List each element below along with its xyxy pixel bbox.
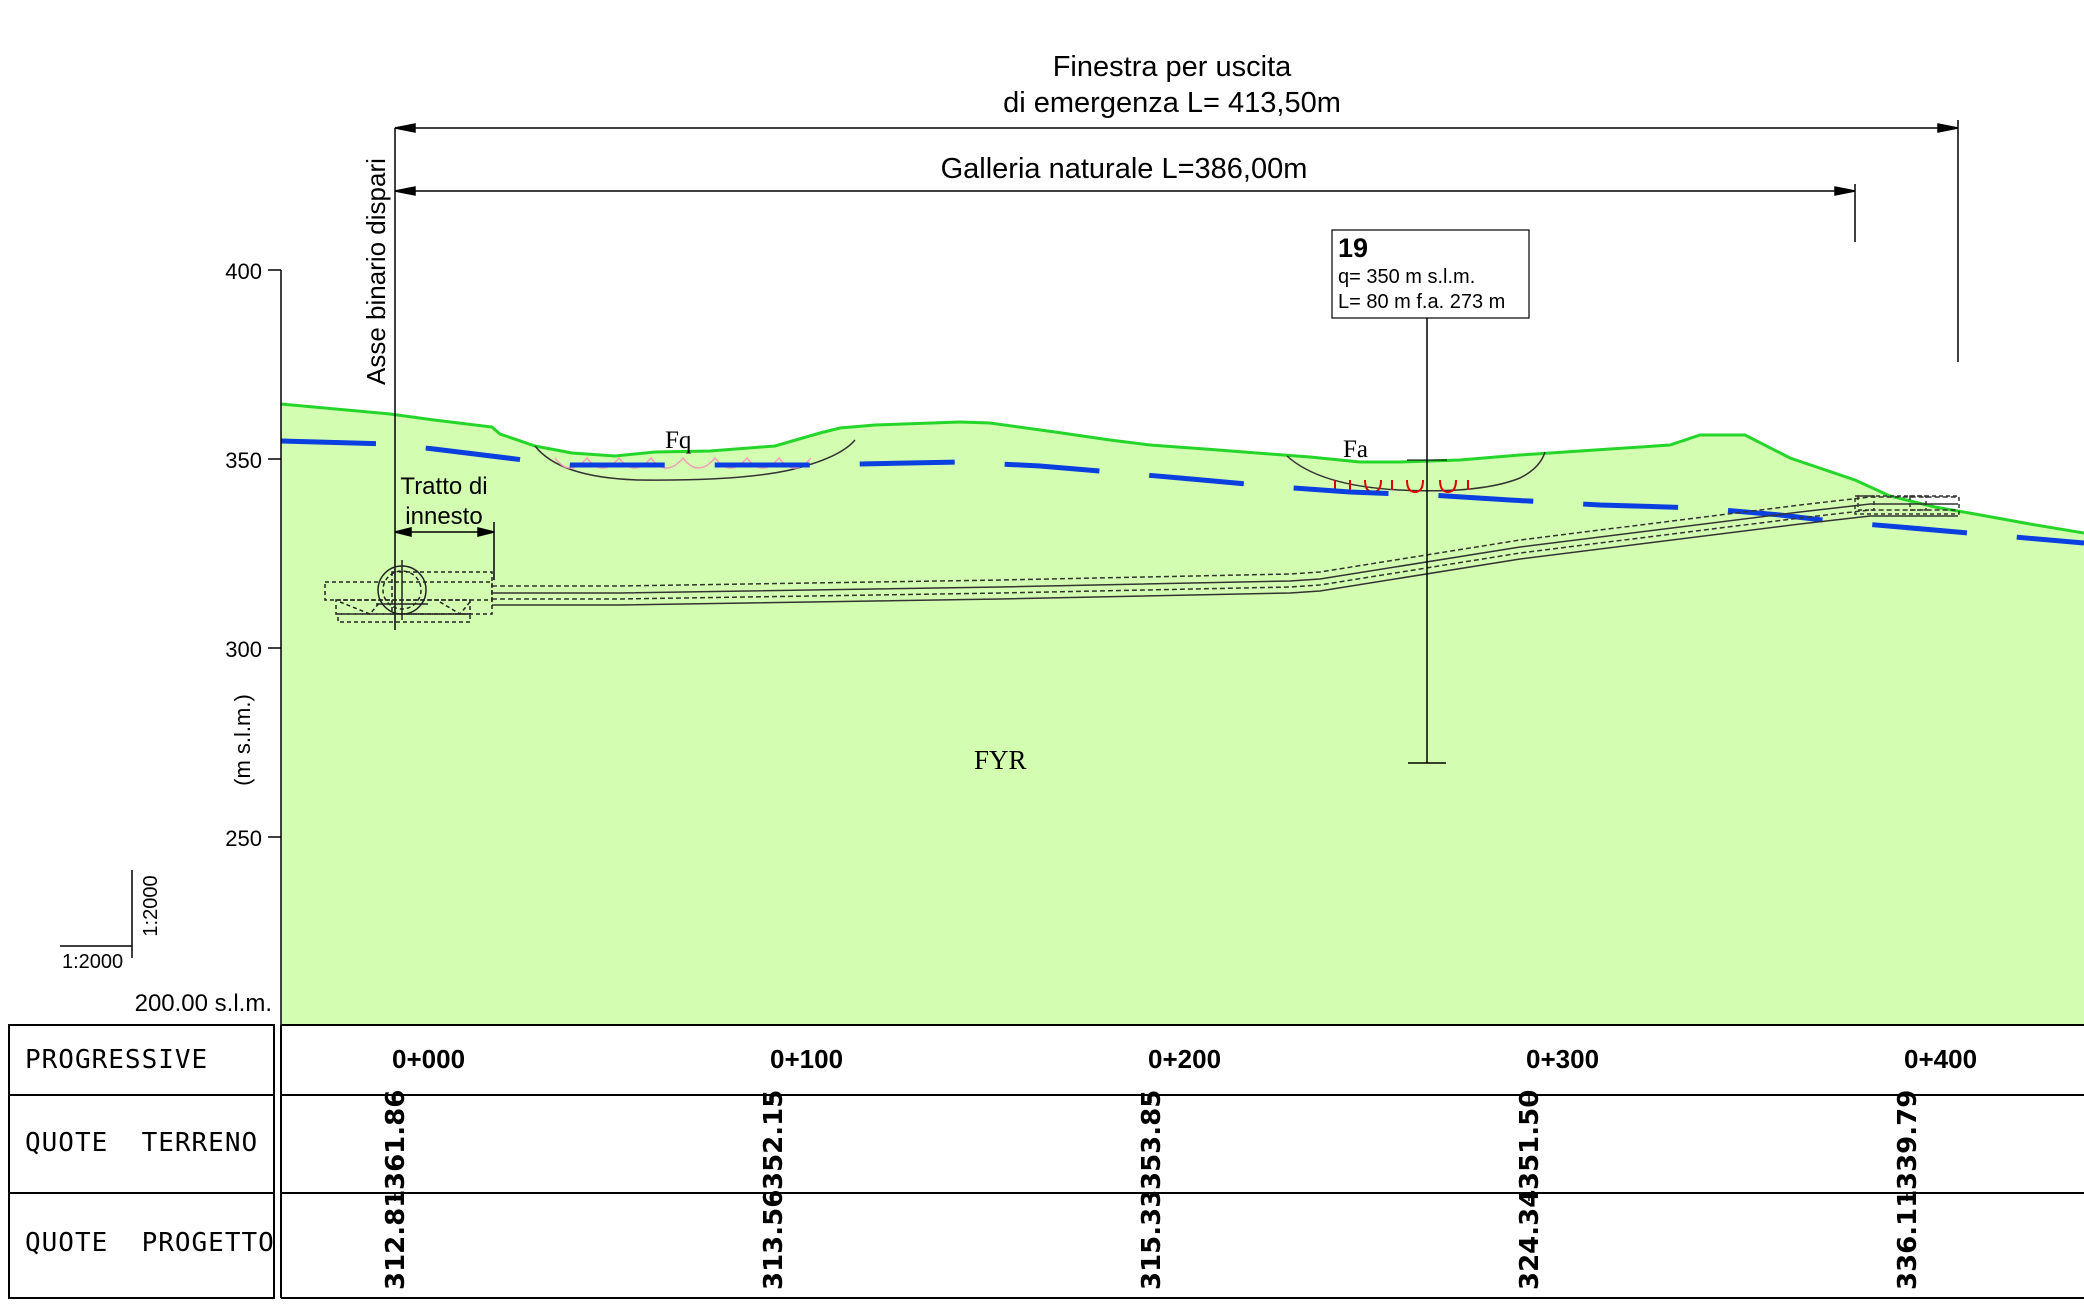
track-axis-label: Asse binario dispari [361,158,391,385]
progressive-1: 0+100 [770,1044,843,1074]
quota-terreno-0: 361.86 [381,1090,411,1190]
quota-terreno-1: 352.15 [759,1090,789,1190]
quota-progetto-2: 315.33 [1137,1190,1167,1290]
vertical-scale: 1:2000 [140,875,162,936]
ground-fill [281,404,2084,1025]
connection-label-2: innesto [405,503,482,530]
ground-line [280,402,2084,535]
progressive-4: 0+400 [1904,1044,1977,1074]
emergency-exit-label-2: di emergenza L= 413,50m [1003,87,1341,119]
progressive-3: 0+300 [1526,1044,1599,1074]
station-ticks [394,1095,1908,1201]
emergency-gallery [492,496,1958,606]
scale-indicator [60,870,133,958]
borehole-quota: q= 350 m s.l.m. [1338,266,1475,288]
tick-350: 350 [225,448,262,473]
datum-label: 200.00 s.l.m. [135,990,272,1017]
tunnel-portal-circle [376,560,428,620]
elevation-axis [268,269,282,1025]
quota-terreno-2: 353.85 [1137,1090,1167,1190]
geology-fq-label: Fq [665,427,692,454]
borehole-info-box [1331,229,1530,319]
exit-portal-section [1854,495,1960,515]
connection-label-1: Tratto di [400,473,487,500]
geology-fa-label: Fa [1343,436,1368,463]
natural-tunnel-dimension [394,184,1856,242]
natural-tunnel-label: Galleria naturale L=386,00m [941,153,1308,185]
profile-table-grid [8,1024,2084,1299]
quota-terreno-4: 339.79 [1893,1090,1923,1190]
row-label-progressive: PROGRESSIVE [25,1045,208,1075]
emergency-exit-dimension [394,120,1959,362]
emergency-exit-label-1: Finestra per uscita [1053,51,1292,83]
quota-progetto-3: 324.34 [1515,1190,1545,1290]
quota-terreno-3: 351.50 [1515,1090,1545,1190]
borehole-length: L= 80 m f.a. 273 m [1338,291,1505,313]
tick-250: 250 [225,826,262,851]
progressive-0: 0+000 [392,1044,465,1074]
progressive-2: 0+200 [1148,1044,1221,1074]
horizontal-scale: 1:2000 [62,951,123,973]
quota-progetto-0: 312.81 [381,1190,411,1290]
borehole-19 [1407,318,1447,764]
tick-300: 300 [225,637,262,662]
fa-deposit [1286,451,1546,492]
fq-deposit [534,439,856,481]
tick-400: 400 [225,259,262,284]
row-label-quote-terreno: QUOTE TERRENO [25,1128,258,1158]
quota-progetto-4: 336.11 [1893,1190,1923,1290]
quota-progetto-1: 313.56 [759,1190,789,1290]
geology-fyr-label: FYR [974,745,1027,775]
connection-dimension [394,522,495,580]
borehole-id: 19 [1338,233,1368,263]
row-label-quote-progetto: QUOTE PROGETTO [25,1228,275,1258]
axis-unit-label: (m s.l.m.) [230,694,255,786]
